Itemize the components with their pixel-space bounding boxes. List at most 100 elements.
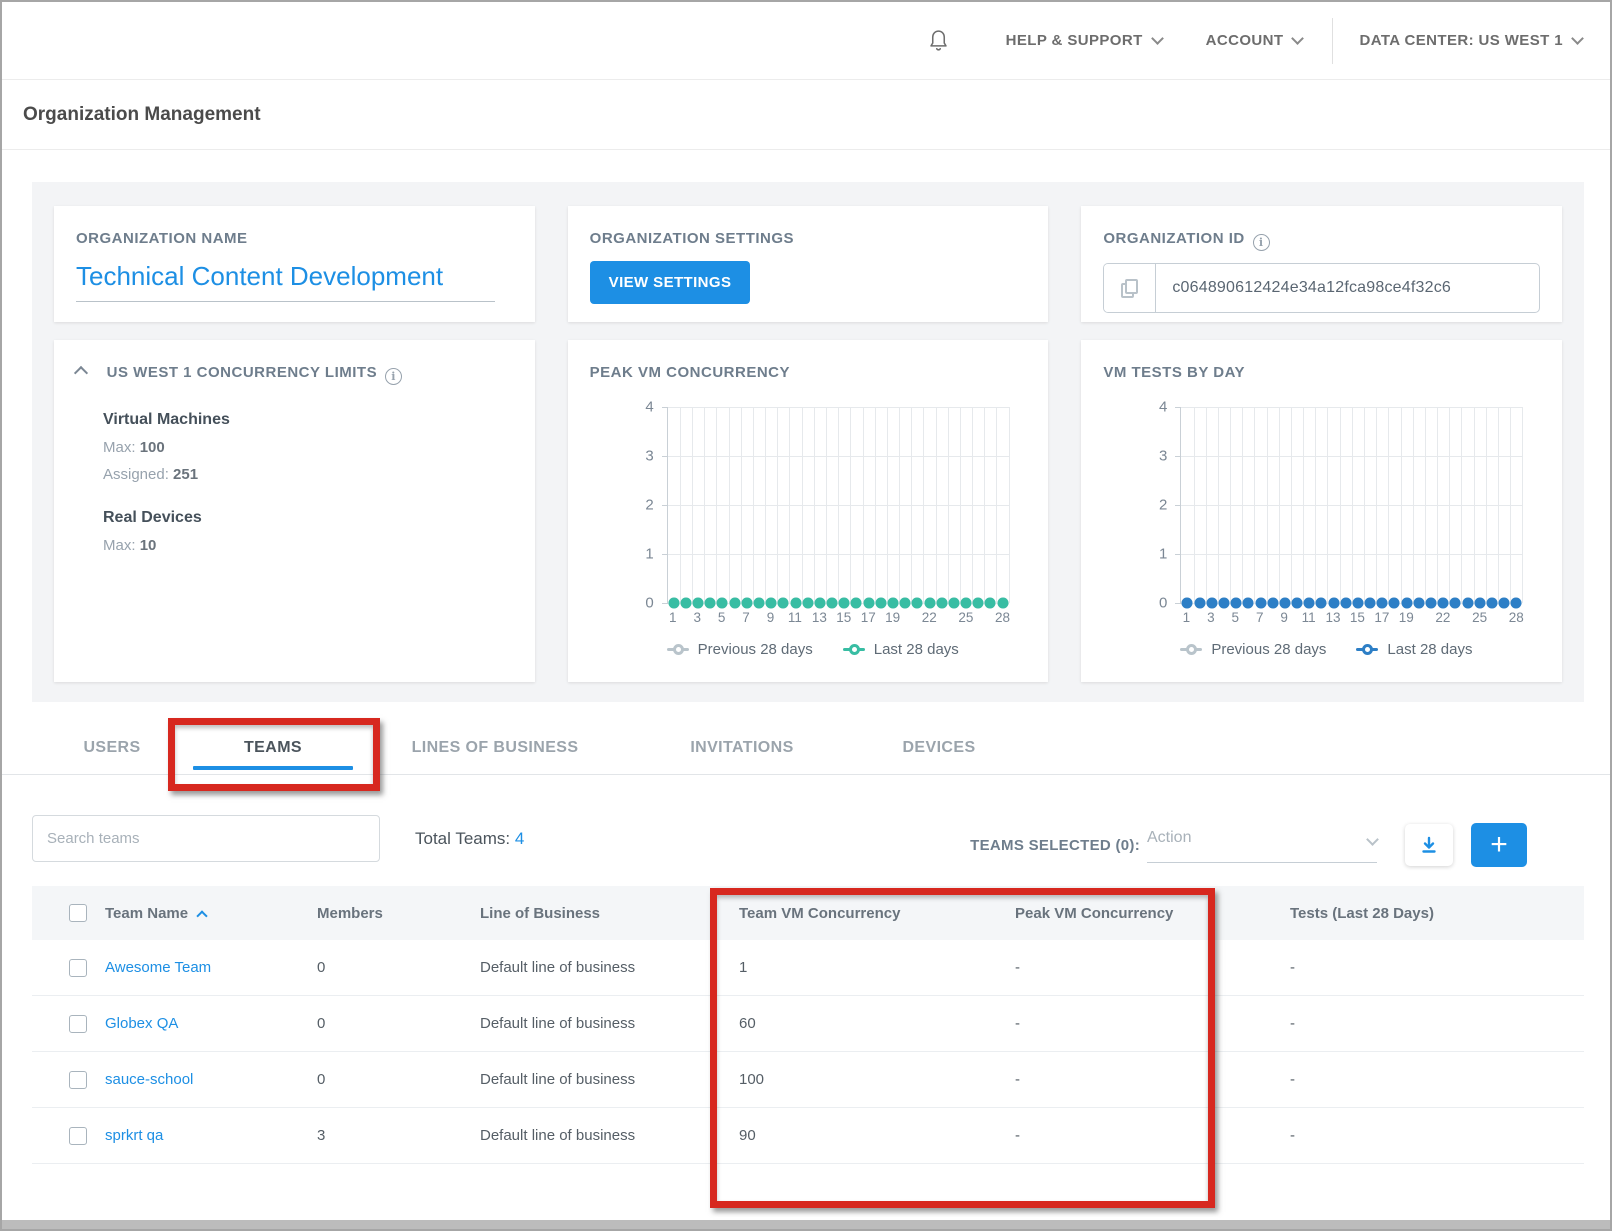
action-dropdown-value: Action [1147, 829, 1191, 847]
gridline [1498, 407, 1499, 603]
legend-item: Last 28 days [1356, 641, 1472, 658]
info-icon[interactable]: i [385, 368, 402, 385]
gridline [996, 407, 997, 603]
gridline [972, 407, 973, 603]
select-all-checkbox[interactable] [69, 904, 87, 922]
teams-toolbar: Total Teams: 4 TEAMS SELECTED (0): Actio… [2, 814, 1610, 876]
x-tick-label: 28 [1509, 610, 1524, 625]
collapse-chevron-icon[interactable] [74, 366, 88, 380]
gridline [1510, 407, 1511, 603]
gridline [863, 407, 864, 603]
gridline [1376, 407, 1377, 603]
gridline [1461, 407, 1462, 603]
search-teams-input[interactable] [32, 815, 380, 862]
gridline [1486, 407, 1487, 603]
summary-panel: ORGANIZATION NAME Technical Content Deve… [32, 182, 1584, 702]
y-tick-label: 1 [1159, 546, 1167, 563]
x-tick-label: 7 [742, 610, 750, 625]
x-tick-label: 13 [812, 610, 827, 625]
copy-icon [1121, 279, 1138, 298]
gridline [1364, 407, 1365, 603]
peak-vm-concurrency-chart-card: PEAK VM CONCURRENCY012341357911131517192… [568, 340, 1049, 682]
organization-id-card: ORGANIZATION ID i c064890612424e34a12fca9… [1081, 206, 1562, 322]
peak-vm-concurrency-cell: - [1015, 1015, 1290, 1032]
organization-id-label-text: ORGANIZATION ID [1103, 230, 1244, 247]
x-tick-label: 17 [1374, 610, 1389, 625]
download-button[interactable] [1405, 824, 1453, 866]
x-tick-label: 9 [1280, 610, 1288, 625]
team-vm-concurrency-cell: 90 [739, 1127, 1015, 1144]
rd-max-value: 10 [140, 537, 157, 554]
tab-label: TEAMS [244, 739, 302, 757]
gridline [1449, 407, 1450, 603]
total-teams-label: Total Teams: [415, 829, 510, 848]
account-menu[interactable]: ACCOUNT [1206, 32, 1303, 49]
tab-devices[interactable]: DEVICES [902, 722, 975, 774]
vm-tests-by-day-chart-card: VM TESTS BY DAY0123413579111315171922252… [1081, 340, 1562, 682]
gridline [1279, 407, 1280, 603]
col-header-peak-vm-concurrency[interactable]: Peak VM Concurrency [1015, 905, 1290, 922]
action-dropdown[interactable]: Action [1147, 829, 1377, 863]
gridline [802, 407, 803, 603]
organization-id-value: c064890612424e34a12fca98ce4f32c6 [1156, 264, 1539, 312]
col-header-team-vm-concurrency[interactable]: Team VM Concurrency [739, 905, 1015, 922]
row-checkbox[interactable] [69, 1071, 87, 1089]
gridline [1401, 407, 1402, 603]
organization-settings-card: ORGANIZATION SETTINGS VIEW SETTINGS [568, 206, 1049, 322]
legend-item: Previous 28 days [667, 641, 813, 658]
account-label: ACCOUNT [1206, 32, 1284, 49]
table-row: sauce-school0Default line of business100… [32, 1052, 1584, 1108]
legend-label: Last 28 days [1387, 641, 1472, 658]
legend-marker-icon [667, 644, 689, 655]
real-devices-title: Real Devices [103, 509, 513, 527]
col-header-members[interactable]: Members [317, 905, 480, 922]
add-team-button[interactable]: + [1471, 823, 1527, 867]
tab-label: INVITATIONS [690, 739, 793, 757]
gridline [1340, 407, 1341, 603]
col-header-tests-last-28-days[interactable]: Tests (Last 28 Days) [1290, 905, 1584, 922]
peak-vm-concurrency-cell: - [1015, 1071, 1290, 1088]
row-checkbox[interactable] [69, 1127, 87, 1145]
row-checkbox[interactable] [69, 1015, 87, 1033]
team-name-link[interactable]: Awesome Team [105, 959, 317, 976]
col-header-team-name[interactable]: Team Name [105, 905, 317, 922]
x-tick-label: 15 [836, 610, 851, 625]
view-settings-button[interactable]: VIEW SETTINGS [590, 261, 751, 304]
help-support-menu[interactable]: HELP & SUPPORT [1006, 32, 1162, 49]
team-name-link[interactable]: sauce-school [105, 1071, 317, 1088]
row-checkbox[interactable] [69, 959, 87, 977]
gridline [1242, 407, 1243, 603]
legend-label: Previous 28 days [1211, 641, 1326, 658]
x-tick-label: 5 [1232, 610, 1240, 625]
members-cell: 0 [317, 959, 480, 976]
vm-max-label: Max: [103, 439, 136, 456]
tests-cell: - [1290, 959, 1584, 976]
x-axis-labels: 135791113151719222528 [667, 603, 1009, 625]
gridline [753, 407, 754, 603]
team-name-link[interactable]: Globex QA [105, 1015, 317, 1032]
data-center-menu[interactable]: DATA CENTER: US WEST 1 [1359, 32, 1582, 49]
team-name-link[interactable]: sprkrt qa [105, 1127, 317, 1144]
chart-legend: Previous 28 daysLast 28 days [667, 641, 1027, 658]
gridline [960, 407, 961, 603]
gridline [1291, 407, 1292, 603]
team-name-header-label: Team Name [105, 905, 188, 922]
copy-button[interactable] [1104, 264, 1156, 312]
col-header-line-of-business[interactable]: Line of Business [480, 905, 739, 922]
organization-name-value[interactable]: Technical Content Development [76, 261, 495, 302]
y-tick-mark [662, 554, 668, 555]
gridline [1352, 407, 1353, 603]
x-tick-label: 7 [1256, 610, 1264, 625]
tab-users[interactable]: USERS [83, 722, 140, 774]
info-icon[interactable]: i [1253, 234, 1270, 251]
x-tick-label: 3 [1207, 610, 1215, 625]
line-of-business-cell: Default line of business [480, 1127, 739, 1144]
notifications-bell-icon[interactable] [927, 28, 950, 53]
x-tick-label: 9 [767, 610, 775, 625]
table-body: Awesome Team0Default line of business1--… [32, 940, 1584, 1164]
tab-teams[interactable]: TEAMS [244, 722, 302, 774]
tab-invitations[interactable]: INVITATIONS [690, 722, 793, 774]
peak-vm-concurrency-cell: - [1015, 959, 1290, 976]
x-tick-label: 11 [788, 610, 802, 625]
tab-lines-of-business[interactable]: LINES OF BUSINESS [412, 722, 579, 774]
